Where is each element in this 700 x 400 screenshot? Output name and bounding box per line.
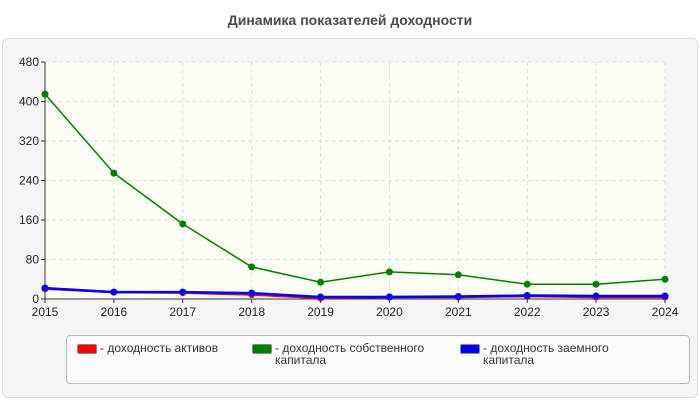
data-point-1	[661, 275, 669, 283]
legend-swatch	[77, 344, 97, 354]
legend-swatch	[460, 344, 480, 354]
x-tick-label: 2019	[307, 305, 334, 319]
data-point-1	[41, 90, 49, 98]
chart-title: Динамика показателей доходности	[227, 12, 473, 28]
data-point-2	[179, 288, 187, 296]
data-point-2	[248, 289, 256, 297]
data-point-2	[317, 293, 325, 301]
y-tick-label: 240	[19, 174, 39, 188]
x-tick-label: 2023	[583, 305, 610, 319]
data-point-2	[41, 284, 49, 292]
data-point-2	[110, 288, 118, 296]
data-point-1	[317, 278, 325, 286]
legend-item-equity: - доходность собственного капитала	[252, 342, 452, 366]
data-point-2	[523, 292, 531, 300]
series-line-2	[44, 286, 665, 299]
data-point-2	[385, 293, 393, 301]
x-tick-label: 2016	[101, 305, 128, 319]
data-point-2	[454, 293, 462, 301]
data-point-1	[179, 220, 187, 228]
data-point-1	[592, 280, 600, 288]
data-point-1	[110, 169, 118, 177]
data-point-2	[661, 292, 669, 300]
y-tick-label: 400	[19, 95, 39, 109]
x-tick-label: 2021	[445, 305, 472, 319]
legend-item-assets: - доходность активов	[77, 342, 218, 354]
x-tick-label: 2020	[376, 305, 403, 319]
legend-item-debt: - доходность заемного капитала	[460, 342, 630, 366]
legend-swatch	[252, 344, 272, 354]
data-point-1	[454, 271, 462, 279]
x-tick-label: 2024	[652, 305, 679, 319]
data-point-2	[592, 292, 600, 300]
legend: - доходность активов - доходность собств…	[66, 335, 690, 384]
legend-label: - доходность заемного капитала	[483, 341, 609, 367]
y-tick-label: 160	[19, 213, 39, 227]
series-line-1	[44, 93, 666, 285]
x-tick-label: 2022	[514, 305, 541, 319]
y-tick-label: 320	[19, 134, 39, 148]
legend-label: - доходность активов	[100, 341, 219, 355]
x-tick-label: 2018	[238, 305, 265, 319]
data-point-1	[523, 280, 531, 288]
legend-label: - доходность собственного капитала	[275, 341, 425, 367]
data-point-1	[248, 263, 256, 271]
y-tick-label: 480	[19, 55, 39, 69]
x-tick-label: 2017	[169, 305, 196, 319]
y-tick-label: 80	[26, 253, 40, 267]
y-tick-label: 0	[32, 292, 39, 306]
x-tick-label: 2015	[32, 305, 59, 319]
data-point-1	[385, 268, 393, 276]
